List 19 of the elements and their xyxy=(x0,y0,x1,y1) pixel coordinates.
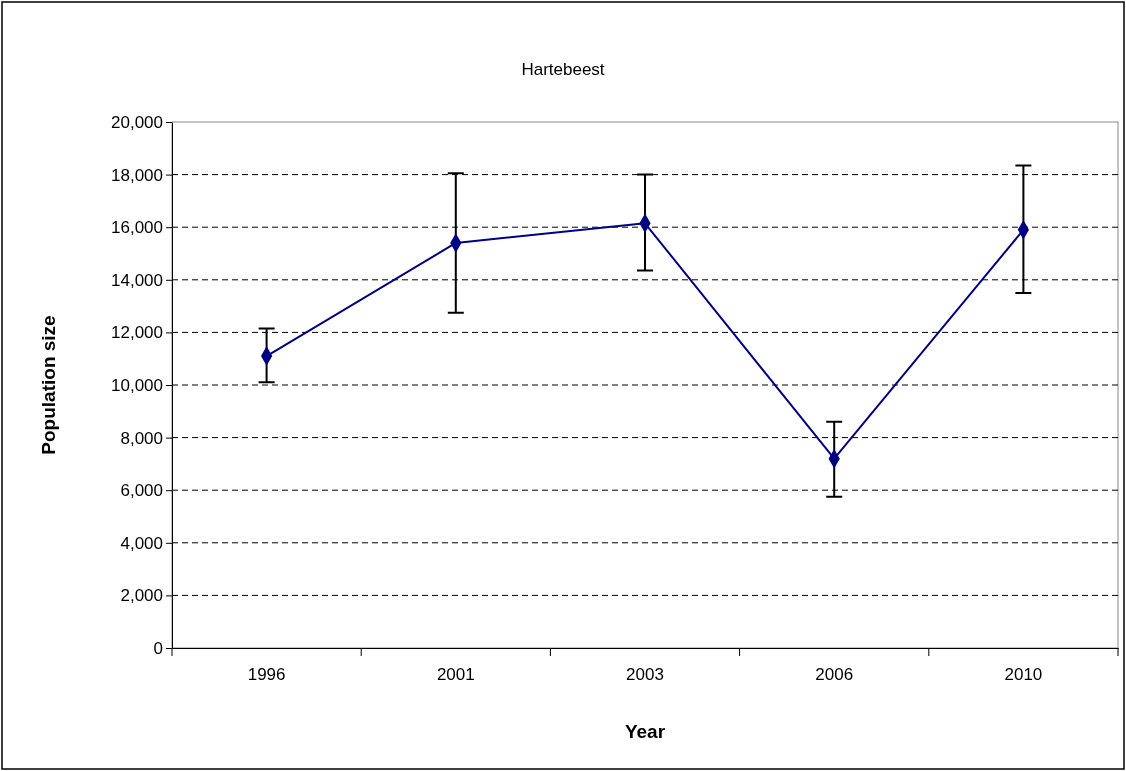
y-tick-label: 18,000 xyxy=(111,165,163,185)
y-tick-label: 12,000 xyxy=(111,323,163,343)
y-tick-label: 6,000 xyxy=(120,481,163,501)
y-tick-label: 0 xyxy=(153,638,163,658)
y-tick-label: 14,000 xyxy=(111,270,163,290)
y-tick-label: 8,000 xyxy=(120,428,163,448)
x-tick-label: 2003 xyxy=(626,665,664,685)
chart-title: Hartebeest xyxy=(521,60,605,79)
y-tick-label: 4,000 xyxy=(120,533,163,553)
y-tick-label: 20,000 xyxy=(111,112,163,132)
x-tick-label: 2001 xyxy=(436,665,475,685)
x-axis-title: Year xyxy=(624,721,666,742)
y-tick-label: 16,000 xyxy=(111,218,163,238)
y-axis-title: Population size xyxy=(38,315,59,455)
y-tick-label: 2,000 xyxy=(120,586,163,606)
y-tick-label: 10,000 xyxy=(111,375,163,395)
x-tick-label: 1996 xyxy=(247,665,286,685)
x-tick-label: 2010 xyxy=(1004,665,1043,685)
x-tick-label: 2006 xyxy=(815,665,854,685)
